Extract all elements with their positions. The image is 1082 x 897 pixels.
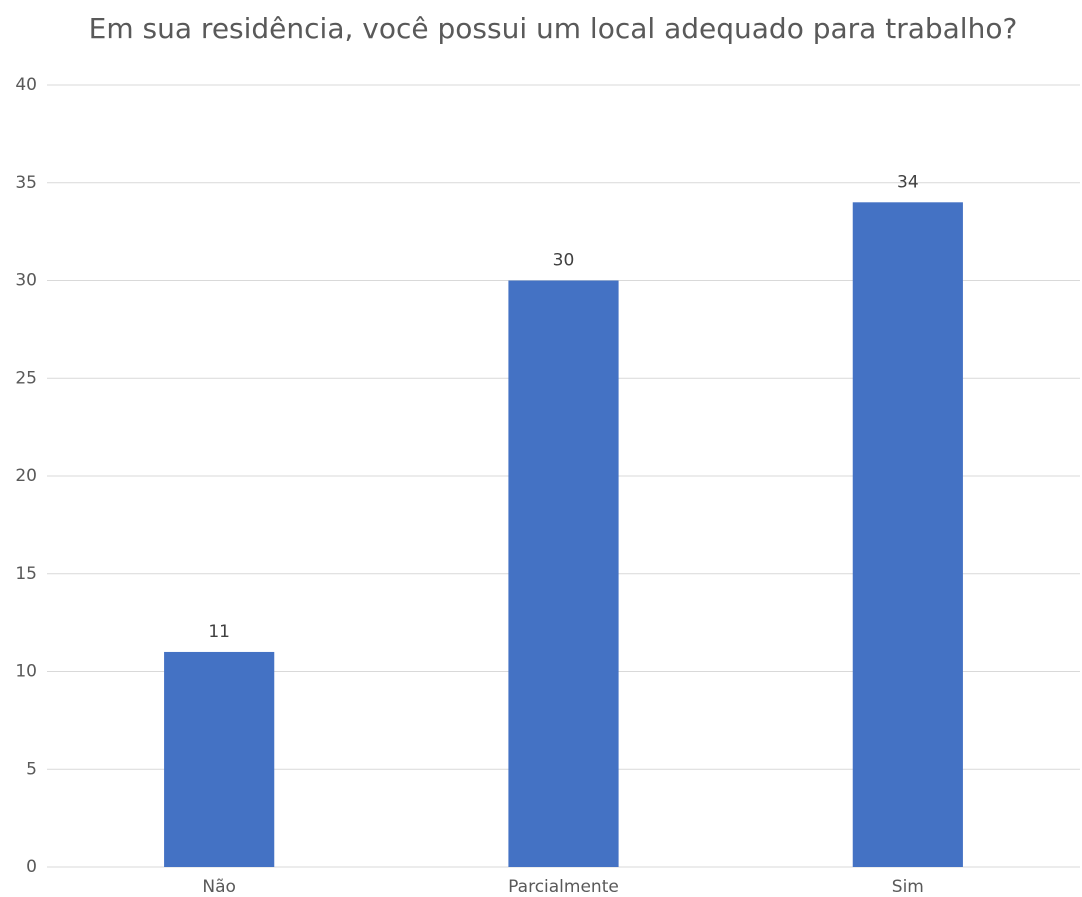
y-tick-label: 25 xyxy=(15,368,37,388)
y-tick-label: 5 xyxy=(26,759,37,779)
y-tick-label: 35 xyxy=(15,173,37,193)
y-tick-label: 0 xyxy=(26,857,37,877)
x-tick-label: Parcialmente xyxy=(508,877,619,897)
data-label: 11 xyxy=(208,622,230,642)
y-tick-label: 10 xyxy=(15,662,37,682)
data-label: 34 xyxy=(897,172,919,192)
bar xyxy=(164,651,275,867)
bar xyxy=(852,202,963,868)
data-label: 30 xyxy=(553,251,575,271)
chart-title: Em sua residência, você possui um local … xyxy=(89,12,1018,45)
y-tick-label: 40 xyxy=(15,75,37,95)
y-tick-label: 15 xyxy=(15,564,37,584)
x-tick-label: Não xyxy=(202,877,236,897)
bar xyxy=(508,280,619,867)
y-tick-label: 20 xyxy=(15,466,37,486)
y-tick-label: 30 xyxy=(15,271,37,291)
x-tick-label: Sim xyxy=(892,877,924,897)
